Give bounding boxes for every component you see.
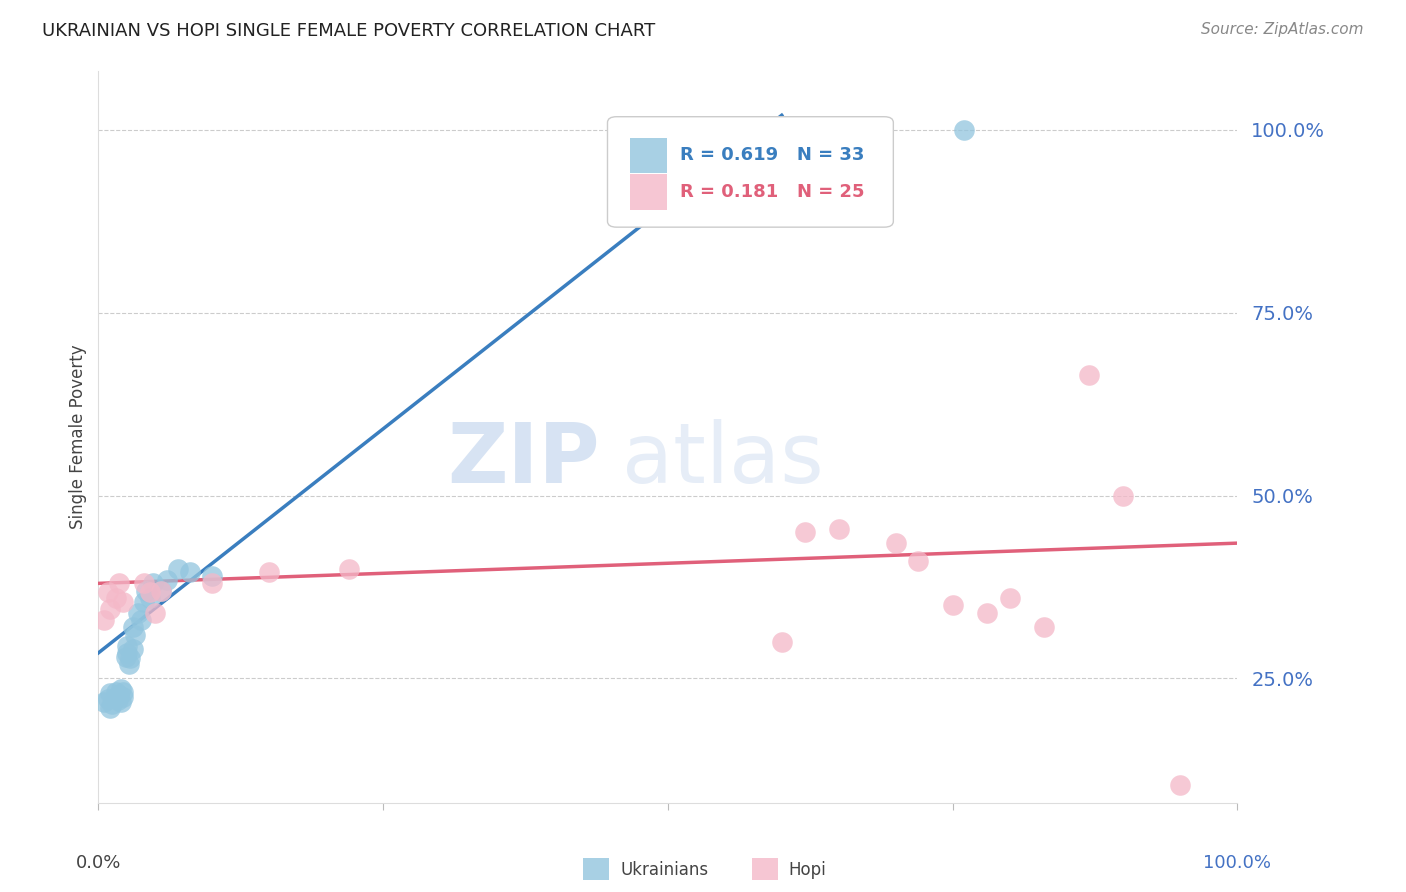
Text: Source: ZipAtlas.com: Source: ZipAtlas.com: [1201, 22, 1364, 37]
Point: [942, 599, 965, 613]
Point: [114, 649, 136, 664]
Point: [93, 613, 115, 627]
Point: [138, 585, 160, 599]
Point: [115, 639, 138, 653]
Point: [104, 591, 127, 605]
Point: [156, 573, 179, 587]
Point: [129, 613, 152, 627]
Point: [907, 554, 929, 568]
Point: [98, 602, 121, 616]
Point: [828, 521, 851, 535]
Point: [135, 583, 157, 598]
Point: [127, 606, 149, 620]
Point: [150, 583, 173, 598]
Point: [1032, 620, 1054, 634]
Point: [120, 651, 142, 665]
Point: [110, 695, 132, 709]
Point: [104, 684, 127, 698]
Point: [104, 690, 127, 704]
Point: [998, 591, 1021, 605]
Point: [107, 693, 129, 707]
Point: [101, 697, 124, 711]
Y-axis label: Single Female Poverty: Single Female Poverty: [69, 345, 87, 529]
Point: [108, 576, 131, 591]
Point: [1078, 368, 1101, 382]
Text: R = 0.181   N = 25: R = 0.181 N = 25: [681, 183, 865, 201]
Point: [112, 690, 135, 704]
Point: [132, 594, 155, 608]
Point: [150, 583, 173, 598]
Point: [142, 576, 165, 591]
Text: Hopi: Hopi: [789, 861, 827, 879]
Point: [259, 566, 281, 580]
Point: [793, 525, 815, 540]
Point: [93, 695, 115, 709]
Text: atlas: atlas: [623, 418, 824, 500]
Point: [121, 642, 143, 657]
Point: [1170, 778, 1192, 792]
Point: [201, 576, 224, 591]
Point: [98, 700, 121, 714]
Text: 100.0%: 100.0%: [1204, 854, 1271, 872]
Point: [115, 646, 138, 660]
FancyBboxPatch shape: [630, 175, 666, 210]
Point: [337, 562, 360, 576]
Point: [976, 606, 998, 620]
Text: R = 0.619   N = 33: R = 0.619 N = 33: [681, 146, 865, 164]
Point: [112, 684, 135, 698]
Point: [98, 686, 121, 700]
Point: [112, 594, 135, 608]
Point: [121, 620, 143, 634]
Point: [110, 682, 132, 697]
Point: [201, 569, 224, 583]
Point: [179, 566, 201, 580]
Text: UKRAINIAN VS HOPI SINGLE FEMALE POVERTY CORRELATION CHART: UKRAINIAN VS HOPI SINGLE FEMALE POVERTY …: [42, 22, 655, 40]
Point: [138, 591, 160, 605]
Text: Ukrainians: Ukrainians: [620, 861, 709, 879]
Point: [884, 536, 907, 550]
Point: [108, 688, 131, 702]
Point: [167, 562, 190, 576]
Point: [953, 123, 976, 137]
Point: [96, 692, 118, 706]
Point: [145, 606, 167, 620]
Point: [132, 576, 155, 591]
Point: [1112, 489, 1135, 503]
Text: ZIP: ZIP: [447, 418, 599, 500]
Text: 0.0%: 0.0%: [76, 854, 121, 872]
Point: [770, 635, 793, 649]
Point: [96, 585, 118, 599]
FancyBboxPatch shape: [607, 117, 893, 227]
Point: [124, 627, 146, 641]
Point: [118, 657, 141, 671]
FancyBboxPatch shape: [630, 138, 666, 173]
